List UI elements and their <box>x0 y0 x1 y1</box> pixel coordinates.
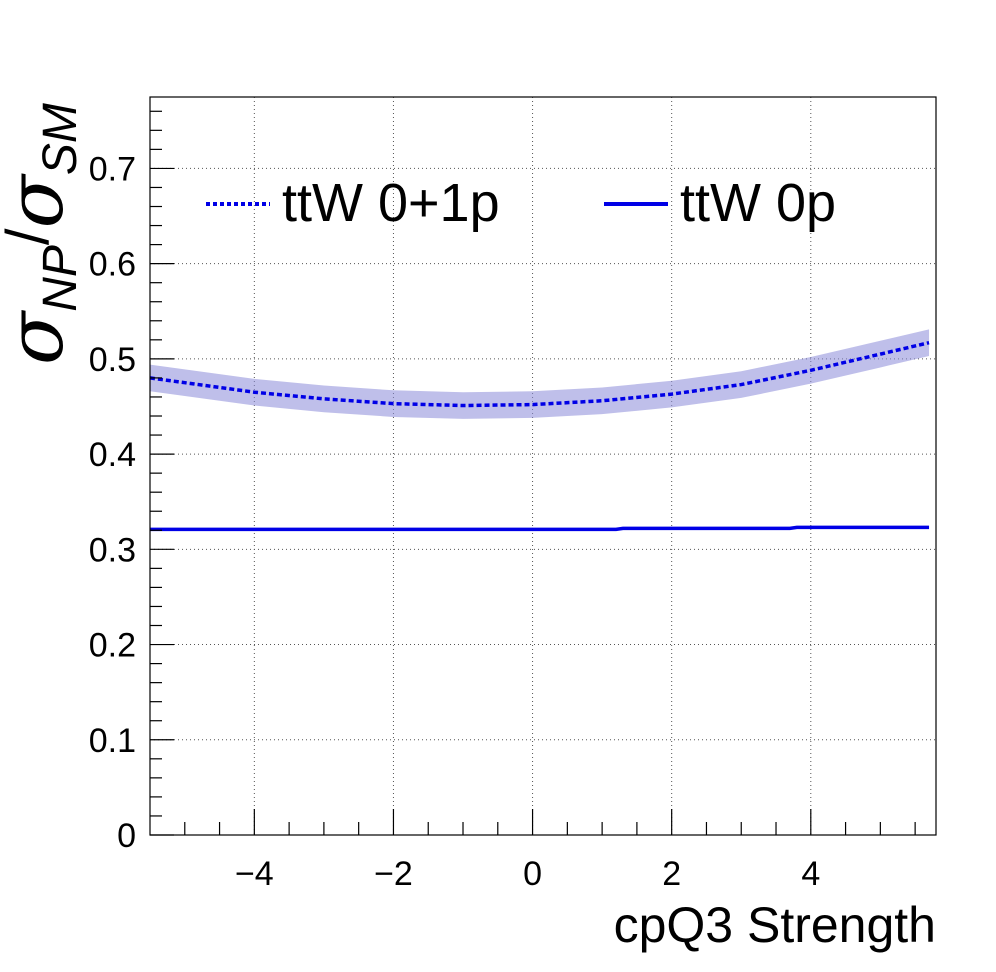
y-tick-labels: 0 0.1 0.2 0.3 0.4 0.5 0.6 0.7 <box>89 150 136 855</box>
plot-frame <box>149 96 937 836</box>
y-title-sigma-1: σ <box>0 310 81 365</box>
y-title-sub-sm: SM <box>34 103 87 175</box>
legend-label-ttw-0p: ttW 0p <box>680 173 836 233</box>
x-tick-label: −2 <box>374 855 413 893</box>
x-tick-labels: −4 −2 0 2 4 <box>235 855 820 893</box>
y-title-sub-np: NP <box>34 245 87 312</box>
series-lines <box>149 340 930 532</box>
y-title-sigma-2: σ <box>0 173 81 228</box>
y-tick-label: 0.7 <box>89 150 136 188</box>
legend: ttW 0+1p ttW 0p <box>206 173 836 233</box>
legend-label-ttw-0-1p: ttW 0+1p <box>282 173 500 233</box>
x-tick-label: 4 <box>801 855 820 893</box>
band-0 <box>150 329 930 419</box>
y-axis-title: σNP/σSM <box>0 103 87 365</box>
series-line-0 <box>149 340 930 408</box>
y-tick-label: 0.1 <box>89 722 136 760</box>
axis-ticks <box>150 110 916 836</box>
series-line-1 <box>150 525 930 532</box>
x-tick-label: 2 <box>662 855 681 893</box>
y-tick-label: 0.5 <box>89 341 136 379</box>
y-tick-label: 0.3 <box>89 531 136 569</box>
y-tick-label: 0.4 <box>89 436 136 474</box>
y-tick-label: 0 <box>117 817 136 855</box>
x-axis-title: cpQ3 Strength <box>614 897 936 953</box>
y-title-slash: / <box>0 228 61 245</box>
grid <box>150 97 936 835</box>
uncertainty-bands <box>150 329 930 419</box>
svg-text:σNP/σSM: σNP/σSM <box>0 103 87 365</box>
x-tick-label: −4 <box>235 855 274 893</box>
y-tick-label: 0.2 <box>89 627 136 665</box>
x-tick-label: 0 <box>523 855 542 893</box>
y-tick-label: 0.6 <box>89 246 136 284</box>
